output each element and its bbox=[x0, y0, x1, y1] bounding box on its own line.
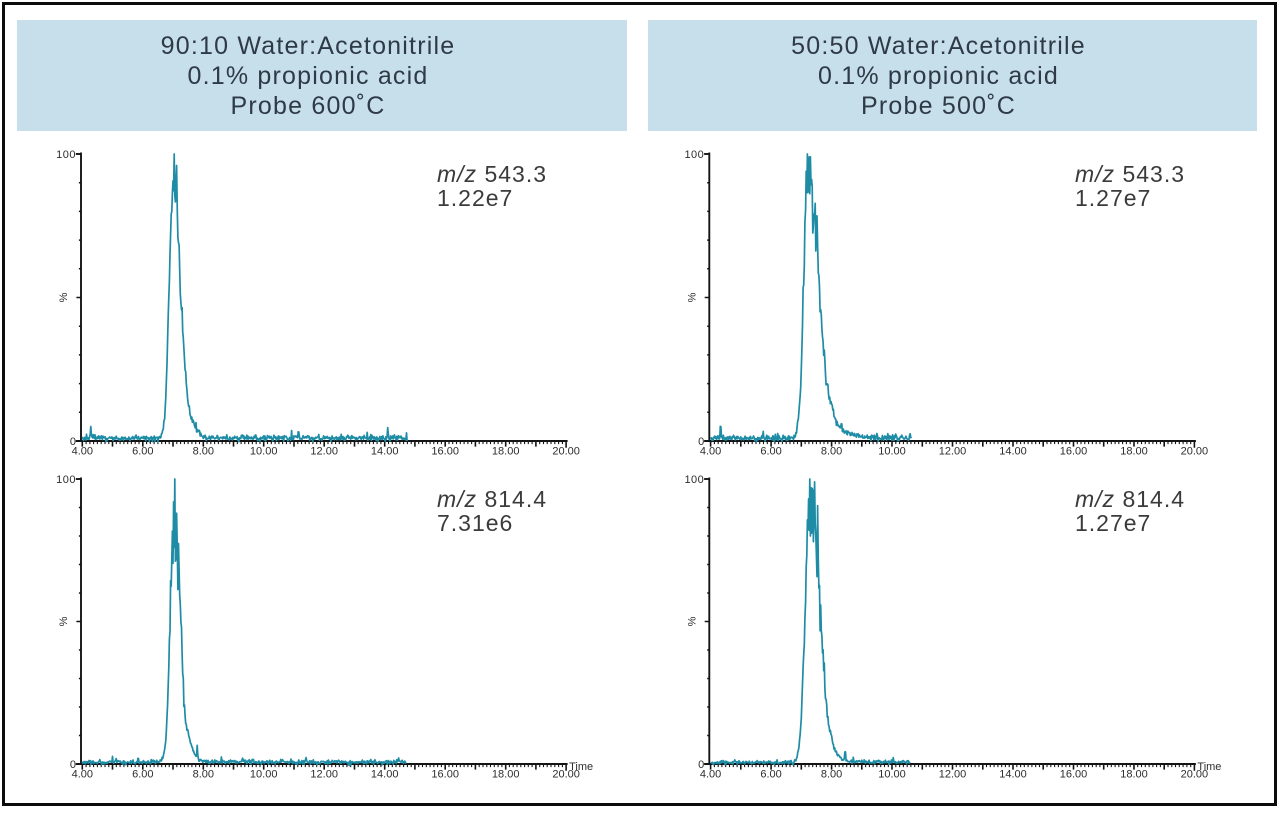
svg-text:14.00: 14.00 bbox=[999, 769, 1027, 781]
svg-text:0: 0 bbox=[70, 436, 76, 448]
svg-text:8.00: 8.00 bbox=[821, 446, 842, 458]
svg-text:18.00: 18.00 bbox=[492, 446, 520, 458]
svg-text:20.00: 20.00 bbox=[1181, 769, 1209, 781]
svg-text:m/z 543.3: m/z 543.3 bbox=[1075, 161, 1185, 187]
svg-text:6.00: 6.00 bbox=[760, 446, 781, 458]
svg-text:12.00: 12.00 bbox=[939, 769, 967, 781]
svg-text:18.00: 18.00 bbox=[492, 769, 520, 781]
svg-text:6.00: 6.00 bbox=[760, 769, 781, 781]
svg-text:10.00: 10.00 bbox=[250, 446, 278, 458]
svg-text:16.00: 16.00 bbox=[1060, 446, 1088, 458]
svg-text:10.00: 10.00 bbox=[878, 446, 906, 458]
svg-text:1.27e7: 1.27e7 bbox=[1075, 185, 1151, 211]
svg-text:12.00: 12.00 bbox=[310, 446, 338, 458]
svg-text:Time: Time bbox=[569, 761, 593, 773]
svg-text:6.00: 6.00 bbox=[132, 446, 153, 458]
svg-text:1.22e7: 1.22e7 bbox=[437, 185, 513, 211]
svg-text:%: % bbox=[58, 616, 70, 626]
svg-text:16.00: 16.00 bbox=[431, 446, 459, 458]
svg-text:%: % bbox=[58, 292, 70, 302]
svg-text:20.00: 20.00 bbox=[1181, 446, 1209, 458]
svg-text:12.00: 12.00 bbox=[310, 769, 338, 781]
svg-text:20.00: 20.00 bbox=[552, 769, 580, 781]
svg-text:0: 0 bbox=[698, 436, 704, 448]
svg-text:4.00: 4.00 bbox=[700, 769, 721, 781]
svg-text:100: 100 bbox=[56, 474, 76, 486]
svg-text:8.00: 8.00 bbox=[193, 446, 214, 458]
svg-text:10.00: 10.00 bbox=[878, 769, 906, 781]
svg-text:%: % bbox=[686, 292, 698, 302]
svg-text:100: 100 bbox=[684, 474, 704, 486]
svg-text:8.00: 8.00 bbox=[821, 769, 842, 781]
svg-text:14.00: 14.00 bbox=[999, 446, 1027, 458]
svg-text:100: 100 bbox=[684, 149, 704, 161]
svg-text:7.31e6: 7.31e6 bbox=[437, 510, 513, 536]
svg-text:4.00: 4.00 bbox=[700, 446, 721, 458]
svg-text:Time: Time bbox=[1197, 761, 1221, 773]
svg-text:20.00: 20.00 bbox=[552, 446, 580, 458]
svg-text:16.00: 16.00 bbox=[431, 769, 459, 781]
svg-text:18.00: 18.00 bbox=[1120, 769, 1148, 781]
svg-text:4.00: 4.00 bbox=[72, 446, 93, 458]
svg-text:6.00: 6.00 bbox=[132, 769, 153, 781]
svg-text:8.00: 8.00 bbox=[193, 769, 214, 781]
svg-text:4.00: 4.00 bbox=[72, 769, 93, 781]
svg-text:1.27e7: 1.27e7 bbox=[1075, 510, 1151, 536]
svg-text:m/z 543.3: m/z 543.3 bbox=[437, 161, 547, 187]
svg-text:18.00: 18.00 bbox=[1120, 446, 1148, 458]
svg-text:100: 100 bbox=[56, 149, 76, 161]
svg-text:10.00: 10.00 bbox=[250, 769, 278, 781]
svg-text:%: % bbox=[686, 616, 698, 626]
svg-text:m/z 814.4: m/z 814.4 bbox=[1075, 486, 1185, 512]
svg-text:0: 0 bbox=[698, 759, 704, 771]
svg-text:0: 0 bbox=[70, 759, 76, 771]
svg-text:14.00: 14.00 bbox=[371, 446, 399, 458]
svg-text:14.00: 14.00 bbox=[371, 769, 399, 781]
svg-text:m/z 814.4: m/z 814.4 bbox=[437, 486, 547, 512]
svg-text:12.00: 12.00 bbox=[939, 446, 967, 458]
svg-text:16.00: 16.00 bbox=[1060, 769, 1088, 781]
